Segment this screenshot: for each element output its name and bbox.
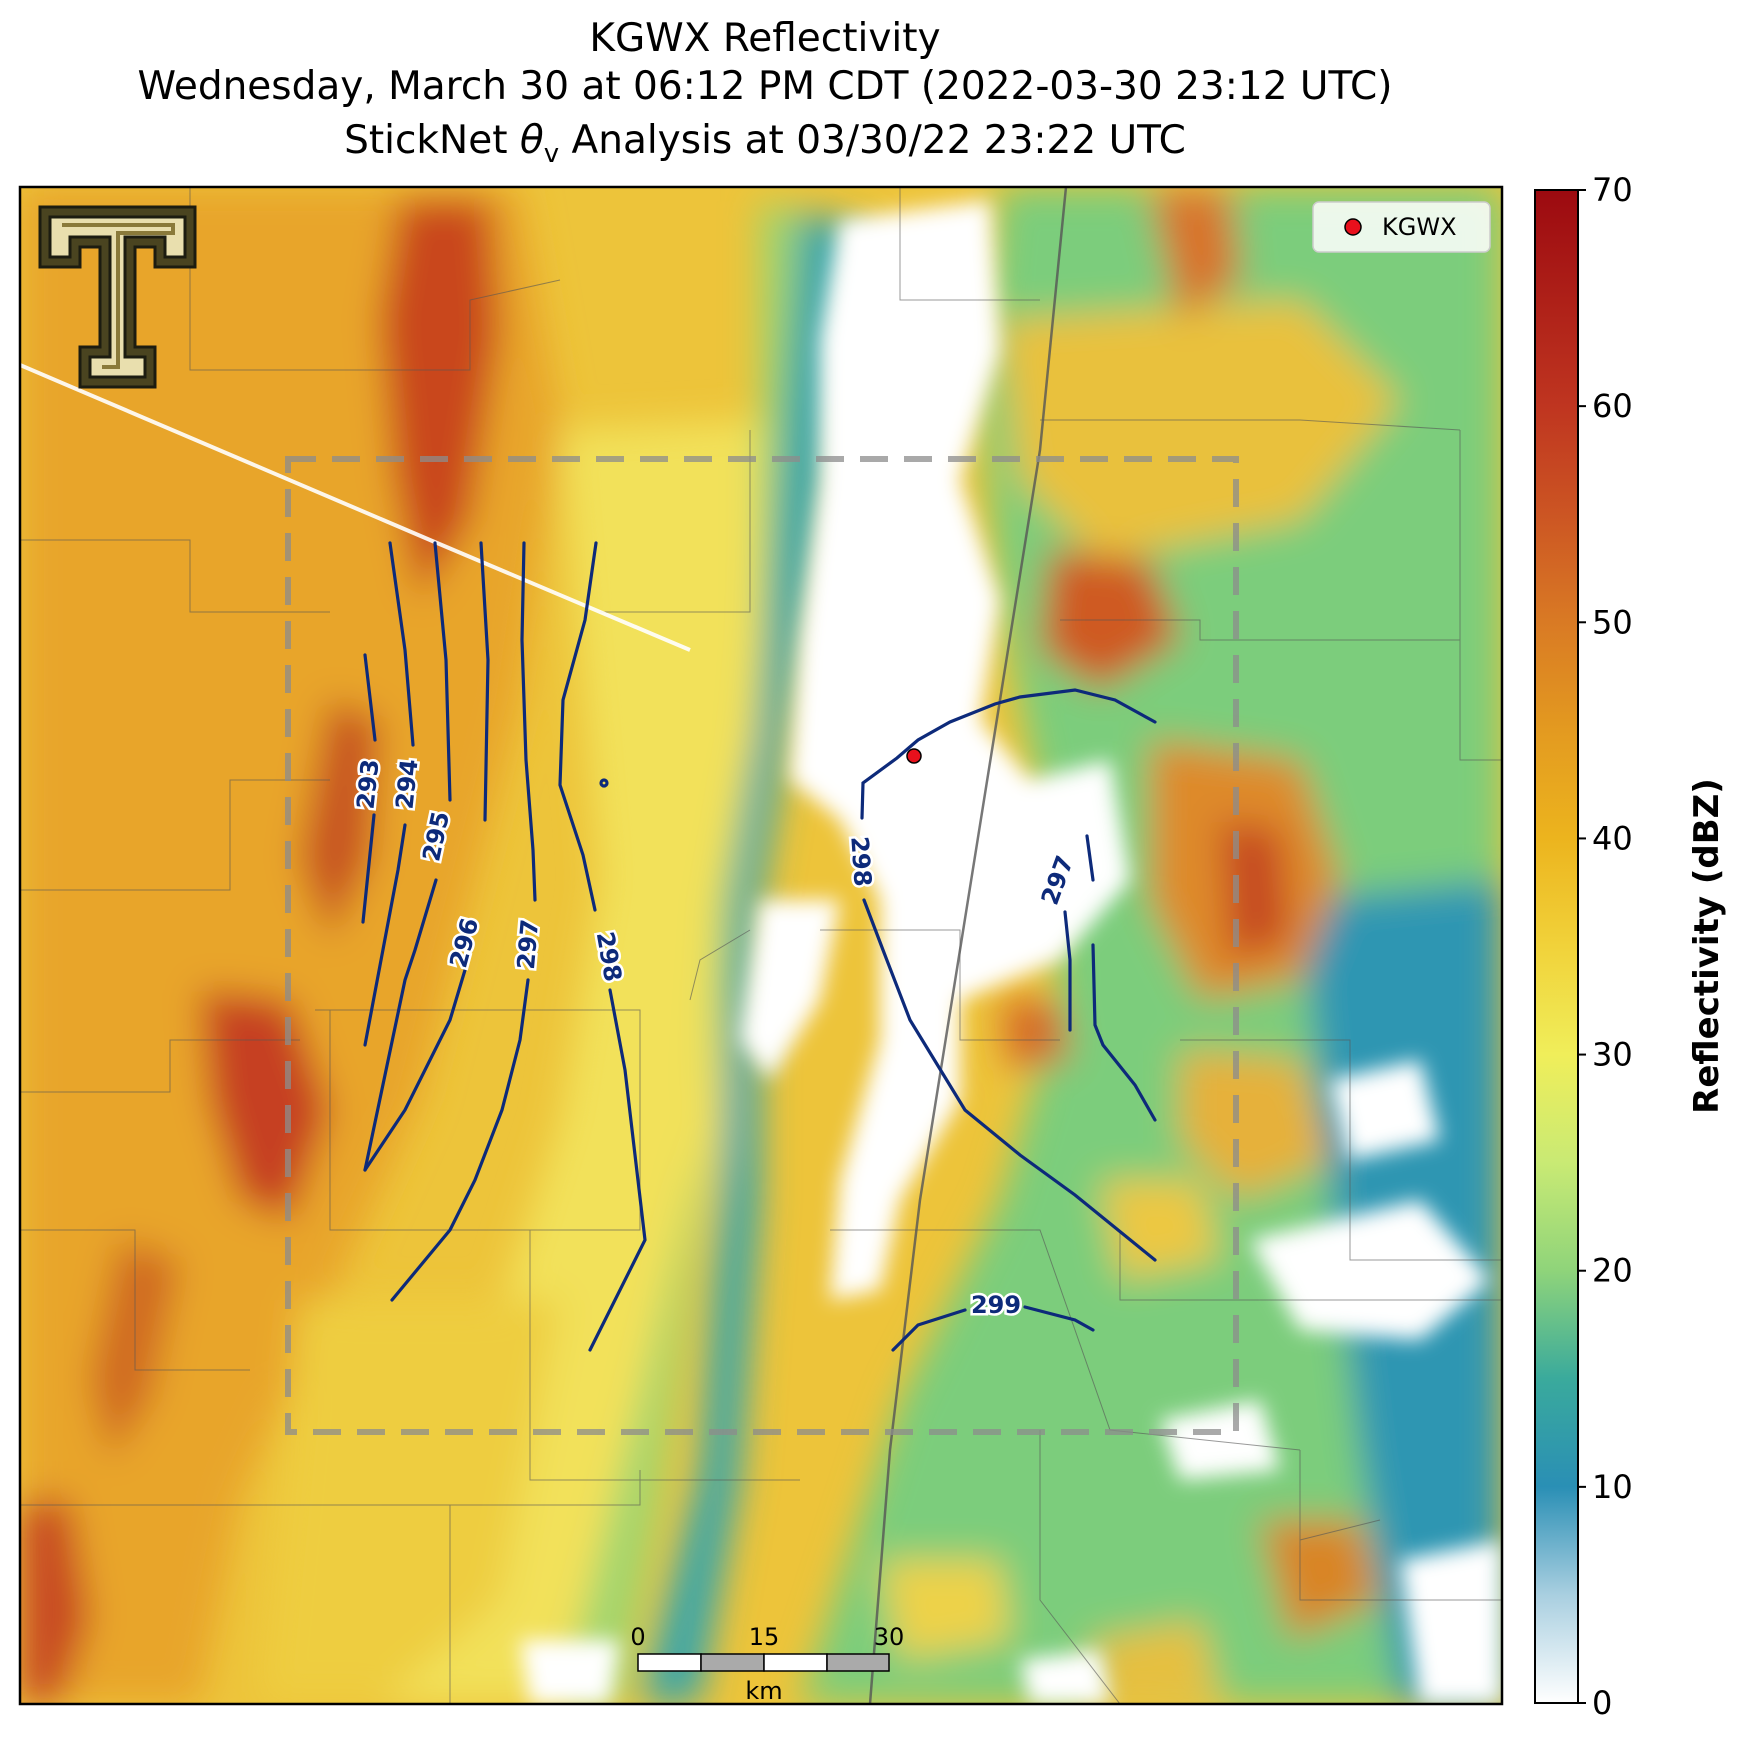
reflectivity-field bbox=[20, 187, 1502, 1704]
contour-dot bbox=[599, 778, 609, 788]
contour-295 bbox=[363, 541, 452, 1172]
contour-296 bbox=[363, 541, 490, 1172]
contour-297 bbox=[390, 541, 537, 1302]
colorbar-tick-label: 30 bbox=[1592, 1036, 1633, 1074]
legend: KGWX bbox=[1312, 201, 1491, 253]
scale-tick-15: 15 bbox=[749, 1623, 780, 1651]
contour-label-299: 299 bbox=[971, 1291, 1021, 1319]
contour-298-east bbox=[860, 688, 1157, 1262]
colorbar-gradient bbox=[1534, 189, 1579, 1704]
contour-298-west bbox=[558, 541, 647, 1352]
county-boundaries bbox=[20, 187, 1502, 1704]
colorbar: 0 10 20 30 40 50 60 70 Reflectivity (dBZ) bbox=[1534, 171, 1727, 1722]
title-line-2: Wednesday, March 30 at 06:12 PM CDT (202… bbox=[137, 64, 1393, 109]
theta-v-contours bbox=[361, 541, 1157, 1352]
legend-marker bbox=[1344, 218, 1362, 236]
colorbar-tick-label: 70 bbox=[1592, 171, 1633, 209]
legend-box bbox=[1312, 201, 1491, 253]
analysis-domain-box bbox=[285, 456, 1239, 1435]
scale-tick-30: 30 bbox=[874, 1623, 905, 1651]
contour-293 bbox=[361, 653, 377, 924]
contour-297-east bbox=[1063, 834, 1157, 1122]
colorbar-title: Reflectivity (dBZ) bbox=[1687, 778, 1727, 1114]
kgwx-site-marker bbox=[906, 748, 922, 764]
contour-294 bbox=[363, 541, 415, 1047]
contour-label-294: 294 bbox=[391, 758, 424, 811]
contour-label-293: 293 bbox=[352, 758, 385, 811]
beam-artifact bbox=[20, 363, 691, 652]
contour-label-297: 297 bbox=[512, 918, 544, 970]
double-t-logo bbox=[38, 205, 197, 389]
state-boundary bbox=[868, 187, 1068, 1704]
contour-label-298-east: 298 bbox=[845, 835, 876, 887]
colorbar-tick-label: 60 bbox=[1592, 387, 1633, 425]
scale-tick-0: 0 bbox=[630, 1623, 645, 1651]
colorbar-tick-label: 20 bbox=[1592, 1252, 1633, 1290]
title-line-3: StickNet θv Analysis at 03/30/22 23:22 U… bbox=[344, 118, 1186, 169]
title-line-1: KGWX Reflectivity bbox=[589, 16, 941, 61]
map-frame bbox=[18, 185, 1504, 1706]
legend-label: KGWX bbox=[1382, 213, 1457, 241]
colorbar-tick-label: 10 bbox=[1592, 1468, 1633, 1506]
colorbar-tick-label: 0 bbox=[1592, 1684, 1612, 1722]
scale-bar: 0 15 30 km bbox=[630, 1623, 904, 1705]
colorbar-tick-label: 50 bbox=[1592, 603, 1633, 641]
scale-unit: km bbox=[745, 1677, 782, 1705]
colorbar-tick-label: 40 bbox=[1592, 819, 1633, 857]
contour-299 bbox=[891, 1305, 1095, 1352]
